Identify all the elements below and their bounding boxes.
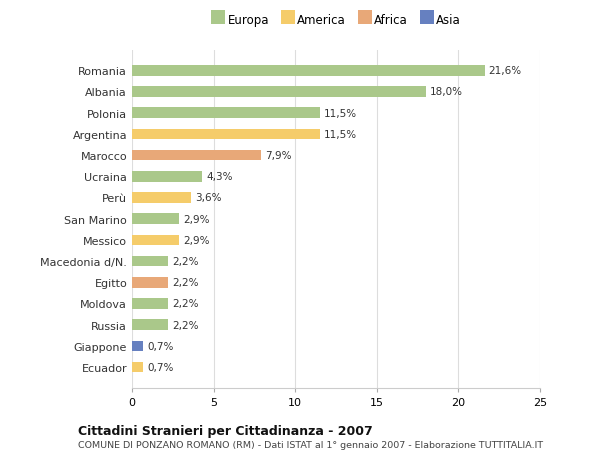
Bar bbox=[132, 87, 426, 98]
Bar bbox=[132, 66, 485, 76]
Bar bbox=[132, 151, 261, 161]
Text: 4,3%: 4,3% bbox=[206, 172, 233, 182]
Bar bbox=[132, 277, 168, 288]
Bar bbox=[132, 172, 202, 182]
Text: 0,7%: 0,7% bbox=[148, 341, 174, 351]
Bar bbox=[132, 341, 143, 352]
Text: 7,9%: 7,9% bbox=[265, 151, 292, 161]
Legend: Europa, America, Africa, Asia: Europa, America, Africa, Asia bbox=[206, 9, 466, 32]
Text: 11,5%: 11,5% bbox=[324, 108, 357, 118]
Text: 2,9%: 2,9% bbox=[184, 235, 210, 245]
Text: 21,6%: 21,6% bbox=[488, 66, 522, 76]
Text: 2,2%: 2,2% bbox=[172, 257, 199, 267]
Text: COMUNE DI PONZANO ROMANO (RM) - Dati ISTAT al 1° gennaio 2007 - Elaborazione TUT: COMUNE DI PONZANO ROMANO (RM) - Dati IST… bbox=[78, 440, 543, 449]
Bar bbox=[132, 362, 143, 373]
Text: 11,5%: 11,5% bbox=[324, 129, 357, 140]
Text: 2,9%: 2,9% bbox=[184, 214, 210, 224]
Bar bbox=[132, 319, 168, 330]
Bar bbox=[132, 235, 179, 246]
Text: 3,6%: 3,6% bbox=[195, 193, 221, 203]
Bar bbox=[132, 214, 179, 224]
Text: 2,2%: 2,2% bbox=[172, 278, 199, 288]
Bar bbox=[132, 129, 320, 140]
Bar bbox=[132, 256, 168, 267]
Bar bbox=[132, 298, 168, 309]
Text: 2,2%: 2,2% bbox=[172, 299, 199, 309]
Bar bbox=[132, 193, 191, 203]
Text: 2,2%: 2,2% bbox=[172, 320, 199, 330]
Text: 0,7%: 0,7% bbox=[148, 362, 174, 372]
Text: Cittadini Stranieri per Cittadinanza - 2007: Cittadini Stranieri per Cittadinanza - 2… bbox=[78, 425, 373, 437]
Text: 18,0%: 18,0% bbox=[430, 87, 463, 97]
Bar bbox=[132, 108, 320, 119]
